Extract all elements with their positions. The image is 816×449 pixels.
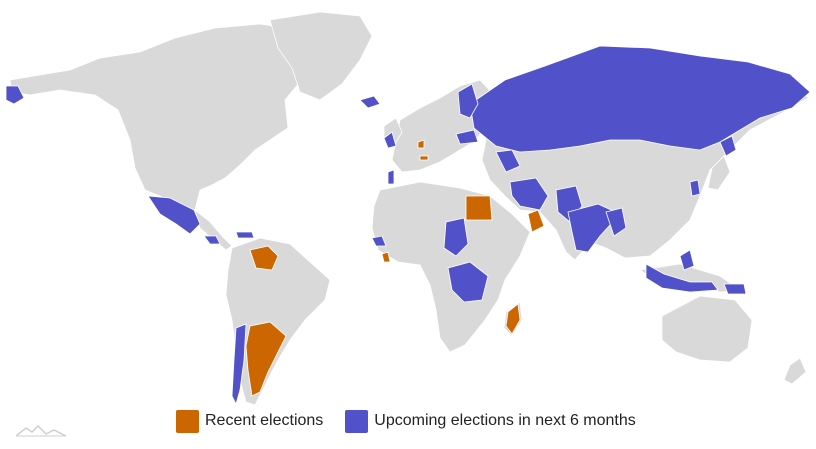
country-indonesia[interactable] [645, 263, 719, 293]
country-oman[interactable] [527, 209, 545, 233]
country-kazakhstan-area[interactable] [495, 149, 521, 173]
recent-elections-layer [245, 139, 545, 397]
legend-label-recent: Recent elections [205, 412, 324, 429]
japan[interactable] [707, 155, 731, 191]
country-russia[interactable] [469, 45, 811, 153]
amcharts-logo-icon [15, 424, 67, 437]
country-madagascar[interactable] [505, 303, 521, 335]
country-chad[interactable] [443, 217, 469, 257]
country-belarus[interactable] [455, 129, 479, 145]
upcoming-elections-layer [5, 45, 811, 406]
country-switzerland[interactable] [419, 155, 429, 161]
country-mexico[interactable] [147, 195, 201, 235]
country-alaska[interactable] [5, 85, 25, 105]
legend-label-upcoming: Upcoming elections in next 6 months [374, 412, 636, 429]
country-finland[interactable] [457, 83, 479, 119]
greenland[interactable] [269, 11, 373, 101]
legend-swatch-recent [176, 409, 199, 433]
country-png[interactable] [723, 283, 747, 295]
country-panama[interactable] [203, 235, 221, 245]
country-philippines[interactable] [679, 249, 695, 271]
country-netherlands[interactable] [417, 139, 425, 149]
country-venezuela[interactable] [249, 245, 279, 271]
new-zealand[interactable] [783, 357, 807, 385]
north-america[interactable] [9, 23, 346, 211]
country-egypt[interactable] [465, 195, 493, 221]
country-liberia[interactable] [381, 251, 391, 263]
country-drc[interactable] [447, 261, 489, 303]
central-america[interactable] [194, 208, 233, 251]
country-japan-hokkaido[interactable] [719, 135, 737, 157]
country-uk[interactable] [383, 131, 397, 149]
country-chile[interactable] [231, 323, 247, 406]
legend-swatch-upcoming [345, 409, 369, 433]
country-cuba-area[interactable] [235, 231, 255, 239]
country-iceland[interactable] [359, 95, 381, 109]
legend-item-recent[interactable]: Recent elections [176, 409, 324, 433]
country-portugal[interactable] [387, 169, 395, 185]
legend: Recent elections Upcoming elections in n… [176, 408, 636, 434]
country-argentina[interactable] [245, 321, 287, 397]
country-myanmar[interactable] [605, 207, 627, 237]
legend-item-upcoming[interactable]: Upcoming elections in next 6 months [345, 409, 636, 433]
country-iran[interactable] [509, 177, 549, 211]
country-guinea[interactable] [371, 235, 387, 247]
australia[interactable] [661, 295, 753, 363]
country-south-korea[interactable] [689, 179, 701, 197]
